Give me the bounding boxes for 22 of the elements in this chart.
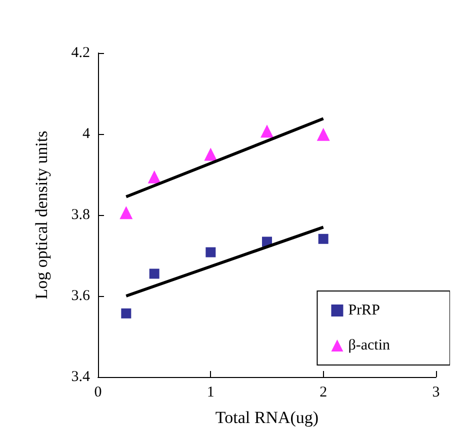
y-tick-label: 3.4: [71, 369, 90, 385]
x-tick-label: 1: [206, 384, 214, 400]
point: [318, 234, 328, 244]
x-axis-title: Total RNA(ug): [215, 408, 319, 427]
point: [120, 206, 133, 220]
legend-label: β-actin: [348, 338, 390, 354]
point: [206, 247, 216, 258]
y-axis-title: Log optical density units: [32, 130, 51, 300]
point: [121, 308, 132, 318]
point: [260, 124, 274, 138]
point: [316, 128, 330, 141]
y-tick-label: 4: [82, 126, 90, 142]
y-tick-label: 3.6: [71, 288, 90, 304]
y-tick-label: 3.8: [71, 207, 90, 223]
x-tick-label: 0: [94, 384, 102, 400]
x-tick-label: 3: [432, 384, 440, 400]
point: [149, 268, 160, 279]
y-tick-label: 4.2: [71, 45, 90, 61]
point: [204, 148, 218, 161]
legend-label: PrRP: [348, 302, 380, 318]
point: [148, 170, 161, 184]
x-tick-label: 2: [320, 384, 328, 400]
